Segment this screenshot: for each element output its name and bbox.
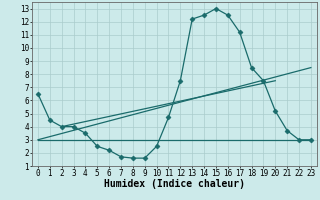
X-axis label: Humidex (Indice chaleur): Humidex (Indice chaleur): [104, 179, 245, 189]
